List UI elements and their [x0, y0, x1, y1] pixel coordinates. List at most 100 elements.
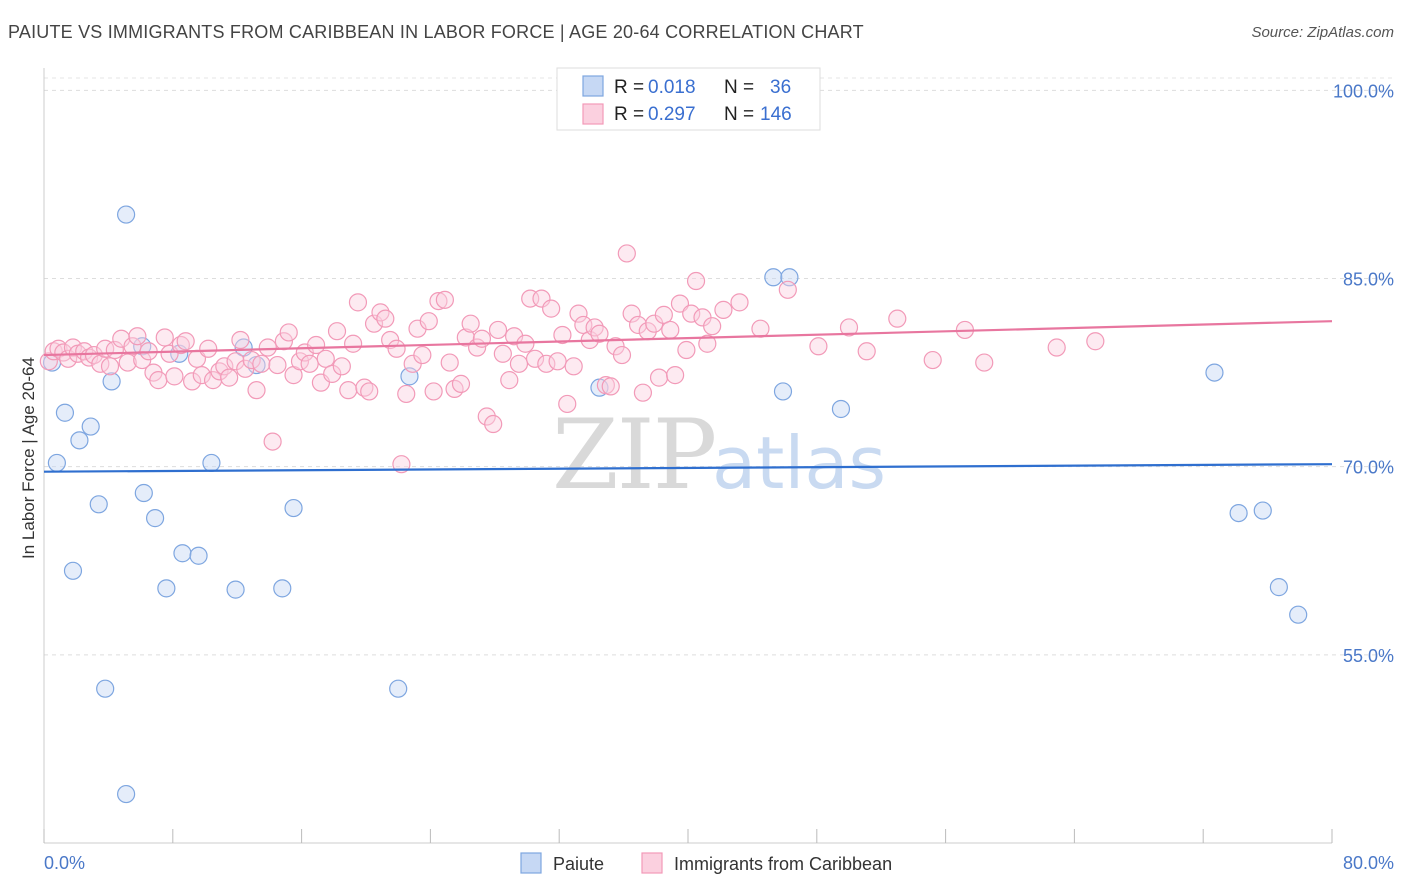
watermark-atlas: atlas	[712, 421, 886, 505]
point-caribbean	[590, 324, 609, 343]
y-axis-title: In Labor Force | Age 20-64	[19, 357, 38, 559]
point-caribbean	[252, 354, 271, 373]
legend-box: R = 0.018 N = 36 R = 0.297 N = 146	[556, 67, 821, 131]
point-caribbean	[525, 349, 545, 368]
point-caribbean	[1047, 338, 1066, 357]
point-caribbean	[155, 328, 174, 347]
legend-n-label-caribbean: N =	[724, 104, 754, 125]
point-caribbean	[220, 368, 239, 387]
y-tick-labels: 55.0% 70.0% 85.0% 100.0%	[1333, 81, 1394, 665]
point-paiute	[1253, 501, 1272, 520]
point-caribbean	[548, 352, 567, 371]
point-caribbean	[714, 300, 733, 319]
x-ticks	[43, 829, 1333, 843]
point-caribbean	[682, 304, 701, 323]
point-paiute	[157, 579, 176, 598]
point-paiute	[202, 453, 221, 473]
legend-n-label-paiute: N =	[724, 77, 754, 98]
trend-line-caribbean	[43, 320, 1333, 357]
legend-r-value-caribbean: 0.297	[648, 104, 696, 125]
point-caribbean	[300, 354, 319, 373]
legend-swatch-caribbean	[582, 103, 604, 125]
point-paiute	[70, 431, 89, 450]
point-paiute	[1229, 503, 1248, 523]
point-caribbean	[123, 337, 142, 356]
point-paiute	[226, 580, 245, 599]
point-caribbean	[537, 354, 556, 373]
bottom-legend-label-caribbean: Immigrants from Caribbean	[674, 854, 892, 874]
point-caribbean	[516, 334, 535, 353]
point-caribbean	[210, 362, 229, 381]
point-caribbean	[199, 339, 218, 358]
chart-source: Source: ZipAtlas.com	[1251, 24, 1394, 41]
point-paiute	[389, 679, 408, 698]
y-tick-label: 100.0%	[1333, 81, 1394, 101]
point-caribbean	[419, 312, 438, 331]
point-paiute	[81, 417, 100, 436]
point-paiute	[117, 205, 136, 224]
chart-title: PAIUTE VS IMMIGRANTS FROM CARIBBEAN IN L…	[8, 22, 864, 42]
point-caribbean	[601, 377, 620, 396]
point-caribbean	[100, 357, 120, 376]
point-caribbean	[387, 339, 406, 358]
trend-line-paiute	[43, 463, 1333, 473]
point-caribbean	[231, 330, 250, 350]
bottom-legend-swatch-caribbean	[641, 852, 663, 874]
point-caribbean	[258, 338, 277, 357]
point-caribbean	[392, 455, 411, 474]
point-paiute	[145, 509, 165, 528]
point-paiute	[117, 784, 136, 804]
point-paiute	[284, 498, 303, 518]
point-caribbean	[435, 290, 454, 309]
point-caribbean	[666, 366, 685, 385]
point-caribbean	[461, 314, 480, 333]
trend-lines	[43, 320, 1333, 473]
point-caribbean	[500, 371, 519, 390]
point-caribbean	[542, 299, 561, 318]
legend-swatch-paiute	[582, 75, 604, 97]
point-caribbean	[698, 334, 717, 353]
point-caribbean	[564, 357, 583, 376]
point-caribbean	[360, 382, 379, 401]
point-caribbean	[1086, 332, 1105, 351]
point-caribbean	[263, 432, 282, 451]
point-caribbean	[622, 304, 641, 323]
point-caribbean	[149, 371, 168, 390]
point-caribbean	[809, 337, 828, 356]
point-caribbean	[477, 407, 496, 426]
point-caribbean	[484, 414, 503, 434]
point-caribbean	[703, 317, 722, 336]
point-caribbean	[488, 320, 508, 340]
point-paiute	[96, 679, 115, 698]
point-caribbean	[165, 367, 184, 386]
point-caribbean	[451, 374, 471, 393]
point-caribbean	[509, 354, 529, 373]
point-caribbean	[397, 384, 416, 404]
legend-n-value-paiute: 36	[770, 77, 791, 98]
point-caribbean	[649, 368, 669, 387]
point-paiute	[47, 453, 66, 473]
point-caribbean	[628, 315, 648, 335]
point-caribbean	[612, 345, 632, 365]
x-tick-label-max: 80.0%	[1343, 853, 1394, 873]
y-tick-label: 70.0%	[1343, 458, 1394, 478]
point-caribbean	[574, 315, 593, 335]
point-caribbean	[493, 344, 512, 363]
point-caribbean	[306, 335, 326, 355]
x-tick-label-min: 0.0%	[44, 853, 85, 873]
point-caribbean	[553, 325, 572, 345]
point-caribbean	[654, 305, 673, 324]
point-caribbean	[128, 327, 147, 346]
point-paiute	[63, 561, 83, 580]
point-caribbean	[192, 366, 211, 385]
point-paiute	[773, 382, 793, 401]
point-caribbean	[677, 340, 696, 360]
point-caribbean	[247, 381, 266, 400]
point-caribbean	[424, 382, 443, 401]
point-caribbean	[429, 291, 448, 311]
point-caribbean	[176, 332, 195, 351]
point-paiute	[831, 399, 851, 419]
point-caribbean	[39, 352, 58, 371]
point-paiute	[89, 495, 108, 514]
